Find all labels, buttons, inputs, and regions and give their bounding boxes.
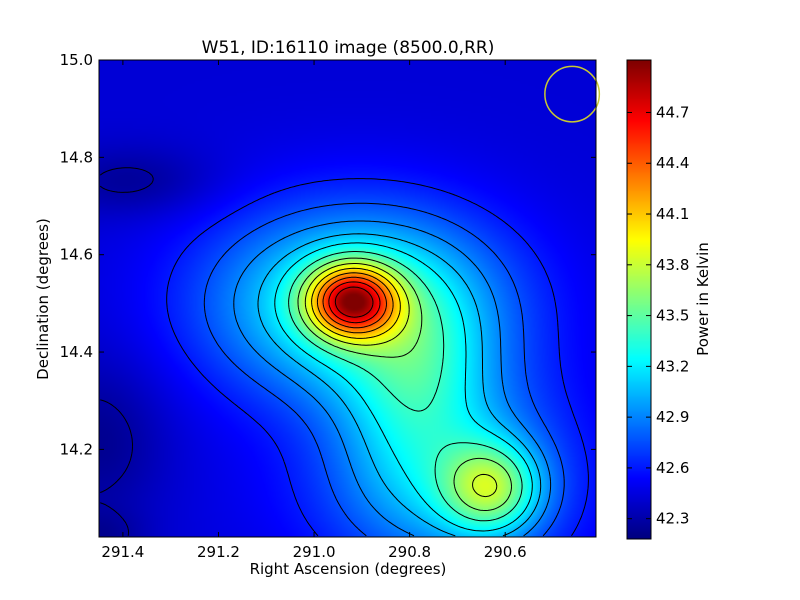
- x-tick-label: 291.2: [197, 543, 240, 561]
- contour-line: [233, 220, 552, 537]
- y-tick-label: 14.4: [60, 343, 93, 361]
- x-axis-ticks: 291.4 291.2 291.0 290.8 290.6: [101, 60, 527, 561]
- colorbar-tick-label: 44.7: [656, 103, 689, 121]
- beam-circle: [544, 65, 601, 123]
- contour-lines: [99, 167, 589, 537]
- x-axis-label: Right Ascension (degrees): [250, 560, 447, 578]
- colorbar-tick-label: 42.3: [656, 510, 689, 528]
- colorbar-tick-label: 43.5: [656, 307, 689, 325]
- colorbar-label: Power in Kelvin: [694, 242, 712, 356]
- y-tick-label: 14.8: [60, 148, 93, 166]
- colorbar-tick-label: 44.1: [656, 205, 689, 223]
- contour-line: [288, 251, 523, 522]
- contour-line: [257, 233, 542, 537]
- x-tick-label: 291.0: [293, 543, 336, 561]
- contour-line: [311, 267, 401, 339]
- y-tick-label: 15.0: [60, 51, 93, 69]
- colorbar-tick-label: 44.4: [656, 154, 689, 172]
- plot-frame: [98, 59, 597, 538]
- colorbar-ticks: 44.7 44.4 44.1 43.8 43.5 43.2 42.9 42.6 42.3: [627, 103, 689, 528]
- x-tick-label: 290.6: [484, 543, 527, 561]
- contour-line: [297, 257, 512, 511]
- contour-line: [316, 272, 394, 334]
- y-axis-label: Declination (degrees): [34, 218, 52, 380]
- contour-line: [334, 286, 374, 318]
- colorbar-tick-label: 42.6: [656, 459, 689, 477]
- contour-line: [166, 178, 589, 537]
- colorbar-tick-label: 42.9: [656, 408, 689, 426]
- x-tick-label: 290.8: [388, 543, 431, 561]
- contour-line: [99, 167, 154, 536]
- contour-line: [203, 202, 565, 537]
- heatmap-image: [99, 60, 596, 537]
- colorbar-gradient: [627, 60, 651, 539]
- contour-line: [304, 263, 498, 498]
- colorbar-tick-label: 43.8: [656, 256, 689, 274]
- y-axis-ticks: 15.0 14.8 14.6 14.4 14.2: [60, 51, 596, 458]
- chart-title: W51, ID:16110 image (8500.0,RR): [202, 38, 495, 58]
- y-tick-label: 14.2: [60, 440, 93, 458]
- contour-line: [274, 242, 533, 532]
- y-tick-label: 14.6: [60, 246, 93, 264]
- contour-line: [322, 276, 387, 329]
- contour-line: [328, 281, 381, 324]
- x-tick-label: 291.4: [101, 543, 144, 561]
- colorbar-frame: [626, 59, 652, 540]
- colorbar-tick-label: 43.2: [656, 357, 689, 375]
